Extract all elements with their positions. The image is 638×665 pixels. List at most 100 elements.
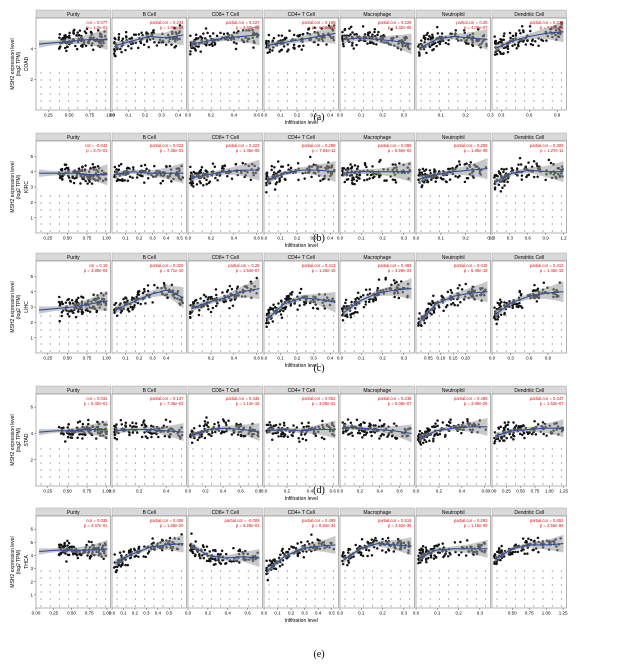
grid-dot (542, 336, 544, 338)
data-point (498, 298, 502, 301)
data-point (531, 43, 535, 47)
data-point (434, 180, 437, 183)
y-axis-label-line: MSH2 expression level (10, 161, 16, 212)
grid-dot (362, 329, 364, 331)
data-point (518, 302, 521, 305)
data-point (536, 164, 539, 167)
x-tick-label: 0.0 (337, 489, 344, 494)
grid-dot (144, 93, 146, 95)
grid-dot (420, 343, 422, 345)
grid-dot (560, 195, 563, 197)
grid-dot (542, 202, 544, 204)
grid-dot (399, 86, 401, 88)
data-point (497, 426, 500, 430)
grid-dot (484, 72, 487, 74)
data-point (190, 441, 194, 444)
data-point (84, 433, 87, 437)
grid-dot (448, 107, 450, 109)
grid-dot (305, 202, 307, 204)
correlation-annotation: p = 1.28e-15 (312, 268, 336, 273)
plot-area (111, 140, 187, 234)
grid-dot (40, 350, 42, 352)
data-point (344, 429, 348, 433)
x-tick-label: 0.0 (261, 113, 268, 118)
data-point (60, 426, 63, 430)
data-point (241, 161, 245, 165)
data-point (117, 164, 121, 168)
x-tick-label: 0.6 (330, 489, 337, 494)
grid-dot (277, 100, 279, 102)
grid-dot (314, 86, 316, 88)
grid-dot (524, 455, 526, 457)
data-point (321, 419, 324, 423)
data-point (272, 171, 276, 174)
grid-dot (116, 448, 118, 450)
data-point (194, 298, 198, 302)
grid-dot (68, 86, 70, 88)
grid-dot (95, 350, 97, 352)
grid-dot (210, 107, 212, 109)
grid-dot (256, 315, 259, 317)
grid-dot (134, 107, 136, 109)
data-point (510, 167, 514, 170)
grid-dot (429, 336, 431, 338)
x-tick-label: 0.0 (489, 356, 496, 361)
data-point (466, 177, 470, 180)
grid-dot (277, 462, 279, 464)
data-point (120, 423, 124, 426)
grid-dot (180, 476, 183, 478)
grid-dot (162, 469, 164, 471)
grid-dot (542, 86, 544, 88)
data-point (430, 178, 433, 181)
data-point (364, 303, 367, 306)
data-point (230, 177, 234, 181)
data-point (358, 174, 361, 177)
grid-dot (305, 343, 307, 345)
grid-dot (457, 223, 459, 225)
grid-dot (68, 462, 70, 464)
grid-dot (408, 93, 411, 95)
grid-dot (268, 202, 270, 204)
grid-dot (484, 230, 487, 232)
grid-dot (296, 455, 298, 457)
data-point (503, 421, 507, 424)
data-point (349, 163, 352, 166)
data-point (465, 162, 468, 165)
data-point (442, 309, 445, 313)
x-tick-label: 0.6 (526, 356, 533, 361)
grid-dot (505, 329, 507, 331)
grid-dot (372, 329, 374, 331)
data-point (361, 436, 364, 439)
grid-dot (524, 223, 526, 225)
x-tick-label: 0.00 (488, 489, 497, 494)
data-point (353, 182, 356, 186)
data-point (197, 313, 201, 317)
grid-dot (475, 230, 477, 232)
x-tick-label: 0.5 (177, 236, 184, 241)
grid-dot (551, 195, 553, 197)
grid-dot (420, 86, 422, 88)
x-tick-label: 0.6 (237, 489, 244, 494)
data-point (81, 45, 84, 48)
grid-dot (192, 202, 194, 204)
data-point (116, 178, 120, 181)
x-tick-label: 0.3 (159, 113, 166, 118)
data-point (506, 47, 510, 50)
data-point (136, 293, 139, 296)
grid-dot (429, 86, 431, 88)
grid-dot (390, 223, 392, 225)
x-tick-label: 0.75 (83, 356, 92, 361)
data-point (445, 424, 449, 427)
grid-dot (314, 216, 316, 218)
data-point (503, 311, 506, 315)
grid-dot (399, 107, 401, 109)
grid-dot (466, 107, 468, 109)
grid-dot (372, 72, 374, 74)
grid-dot (171, 93, 173, 95)
grid-dot (125, 100, 127, 102)
confidence-band (419, 417, 488, 442)
data-point (202, 32, 205, 35)
grid-dot (466, 100, 468, 102)
data-point (435, 44, 438, 48)
x-tick-label: 0.0 (261, 356, 268, 361)
